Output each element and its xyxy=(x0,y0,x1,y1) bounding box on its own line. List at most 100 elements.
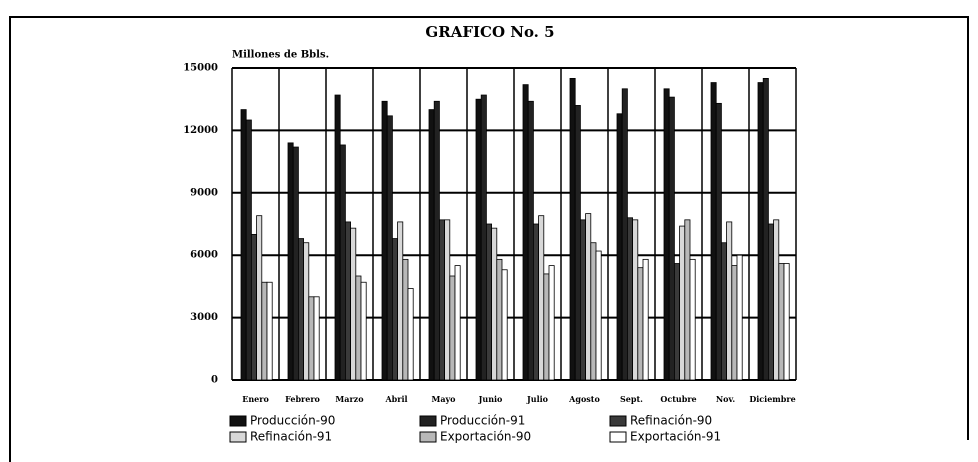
legend-swatch xyxy=(419,431,437,443)
legend-swatch xyxy=(229,415,247,427)
bar xyxy=(240,109,247,381)
bar xyxy=(485,223,492,381)
bar xyxy=(355,275,362,381)
frame xyxy=(9,16,969,462)
bar xyxy=(757,82,764,381)
x-tick-label: Enero xyxy=(242,394,269,404)
bar xyxy=(632,219,639,381)
bar xyxy=(627,217,634,381)
bar xyxy=(297,238,304,381)
y-tick-label: 6000 xyxy=(190,250,218,261)
bar xyxy=(391,238,398,381)
bar xyxy=(334,94,341,381)
x-tick-label: Junio xyxy=(478,394,503,404)
bar xyxy=(454,265,461,381)
bar xyxy=(438,219,445,381)
bar xyxy=(768,223,775,381)
bar xyxy=(449,275,456,381)
bar xyxy=(501,269,508,381)
bar xyxy=(684,219,691,381)
x-tick-label: Marzo xyxy=(335,394,364,404)
bar xyxy=(381,100,388,381)
legend-swatch xyxy=(609,415,627,427)
bar xyxy=(762,78,769,381)
bar xyxy=(783,263,790,381)
bar xyxy=(595,250,602,381)
bar xyxy=(548,265,555,381)
bar xyxy=(569,78,576,381)
x-tick-label: Febrero xyxy=(285,394,320,404)
bar xyxy=(339,144,346,381)
bar xyxy=(402,258,409,381)
bar xyxy=(637,267,644,381)
bar xyxy=(407,288,414,381)
bar xyxy=(480,94,487,381)
bar xyxy=(433,100,440,381)
bar xyxy=(308,296,315,381)
bar xyxy=(250,233,257,381)
y-tick-label: 12000 xyxy=(183,125,218,136)
legend-swatch xyxy=(609,431,627,443)
bar xyxy=(715,102,722,381)
x-tick-label: Sept. xyxy=(620,394,643,404)
bar xyxy=(360,281,367,381)
x-tick-label: Mayo xyxy=(431,394,456,404)
bar xyxy=(642,258,649,381)
legend-label: Exportación-91 xyxy=(630,430,721,444)
x-tick-label: Julio xyxy=(526,394,549,404)
bar xyxy=(580,219,587,381)
legend-label: Refinación-90 xyxy=(630,414,712,428)
bar xyxy=(428,109,435,381)
legend-swatch xyxy=(229,431,247,443)
legend-swatch xyxy=(419,415,437,427)
legend-label: Producción-91 xyxy=(440,414,525,428)
y-tick-label: 9000 xyxy=(190,187,218,198)
legend-label: Producción-90 xyxy=(250,414,335,428)
bar xyxy=(679,225,686,381)
y-tick-label: 0 xyxy=(211,375,218,386)
x-tick-label: Octubre xyxy=(660,394,696,404)
bar xyxy=(674,263,681,381)
bar xyxy=(266,281,273,381)
bar xyxy=(313,296,320,381)
bar xyxy=(496,258,503,381)
bar xyxy=(731,265,738,381)
bar xyxy=(689,258,696,381)
legend-label: Exportación-90 xyxy=(440,430,531,444)
bar xyxy=(736,254,743,381)
legend-label: Refinación-91 xyxy=(250,430,332,444)
bar xyxy=(397,221,404,381)
bar xyxy=(245,119,252,381)
bar xyxy=(585,213,592,381)
bar xyxy=(491,227,498,381)
bar xyxy=(256,215,263,381)
x-tick-label: Diciembre xyxy=(749,394,795,404)
bar xyxy=(386,115,393,381)
bar xyxy=(533,223,540,381)
bar xyxy=(444,219,451,381)
bar xyxy=(344,221,351,381)
bar xyxy=(778,263,785,381)
bar xyxy=(726,221,733,381)
bar xyxy=(527,100,534,381)
bar xyxy=(475,98,482,381)
y-tick-label: 15000 xyxy=(183,63,218,74)
bar xyxy=(538,215,545,381)
bar xyxy=(292,146,299,381)
bar xyxy=(773,219,780,381)
bar xyxy=(574,105,581,381)
bar xyxy=(350,227,357,381)
chart-title: GRAFICO No. 5 xyxy=(425,23,554,41)
bar xyxy=(287,142,294,381)
bar xyxy=(303,242,310,381)
bar xyxy=(616,113,623,381)
bar xyxy=(543,273,550,381)
x-tick-label: Abril xyxy=(384,394,407,404)
bar xyxy=(590,242,597,381)
bar xyxy=(721,242,728,381)
bar xyxy=(621,88,628,381)
bar xyxy=(710,82,717,381)
bar xyxy=(522,84,529,381)
bar xyxy=(663,88,670,381)
